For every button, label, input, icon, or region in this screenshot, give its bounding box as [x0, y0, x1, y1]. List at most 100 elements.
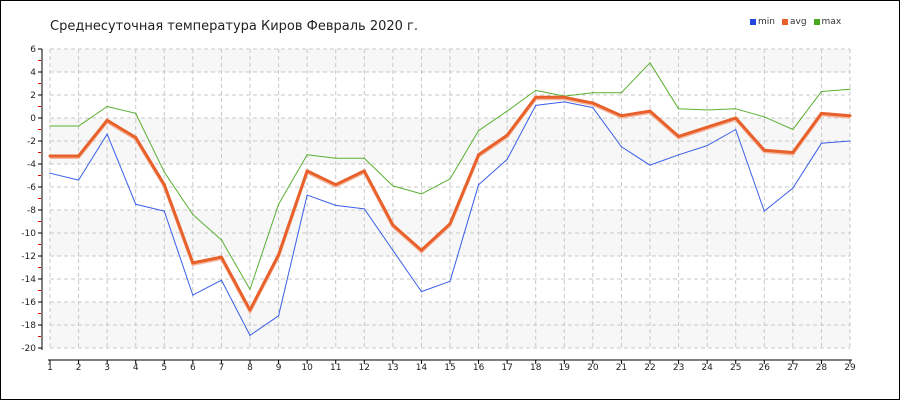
x-tick-label: 6	[190, 363, 196, 373]
x-tick-label: 21	[616, 363, 627, 373]
data-point-max	[849, 88, 851, 90]
data-point-min	[649, 164, 651, 166]
x-tick-label: 19	[559, 363, 571, 373]
data-point-avg	[819, 111, 823, 115]
data-point-max	[392, 185, 394, 187]
data-point-avg	[791, 151, 795, 154]
data-point-avg	[105, 118, 109, 122]
legend-item-avg[interactable]: avg	[781, 17, 807, 27]
y-tick-label: 2	[30, 91, 36, 101]
y-tick-label: 4	[30, 68, 36, 78]
data-point-max	[277, 203, 280, 205]
data-point-min	[792, 187, 794, 189]
data-point-avg	[334, 183, 338, 187]
data-point-avg	[762, 148, 766, 152]
data-point-avg	[677, 134, 681, 138]
data-point-min	[306, 194, 308, 196]
data-point-avg	[162, 183, 166, 187]
data-point-max	[820, 90, 823, 93]
legend-label-avg: avg	[789, 17, 807, 27]
y-tick-label: -14	[21, 275, 36, 285]
data-point-min	[135, 203, 137, 205]
data-point-avg	[419, 248, 423, 252]
data-point-max	[677, 108, 680, 110]
data-point-min	[535, 104, 537, 106]
data-point-max	[106, 105, 108, 108]
data-point-avg	[534, 95, 538, 99]
x-tick-label: 15	[444, 363, 455, 373]
x-tick-label: 13	[387, 363, 398, 373]
data-point-avg	[391, 223, 395, 227]
data-point-max	[649, 62, 651, 64]
data-point-min	[563, 101, 565, 103]
x-tick-label: 26	[759, 363, 771, 373]
x-tick-label: 16	[473, 363, 485, 373]
data-point-max	[477, 130, 480, 132]
data-point-avg	[848, 114, 852, 118]
data-point-max	[249, 288, 251, 290]
data-point-avg	[734, 116, 738, 120]
legend-swatch-max	[813, 19, 820, 25]
x-tick-label: 9	[276, 363, 282, 373]
legend-item-max[interactable]: max	[813, 17, 841, 27]
y-tick-label: -20	[21, 344, 36, 354]
x-tick-label: 20	[587, 363, 599, 373]
data-point-min	[620, 146, 623, 148]
x-tick-label: 1	[47, 363, 53, 373]
data-point-max	[49, 125, 51, 127]
data-point-avg	[477, 153, 481, 157]
data-point-min	[77, 179, 80, 181]
y-tick-label: -6	[27, 183, 36, 193]
data-point-min	[735, 128, 737, 131]
y-tick-label: -8	[27, 206, 36, 216]
y-tick-label: -4	[27, 160, 36, 170]
x-tick-label: 28	[816, 363, 828, 373]
y-tick-label: -16	[21, 298, 36, 308]
x-tick-label: 12	[359, 363, 370, 373]
y-tick-label: 0	[30, 114, 36, 124]
data-point-avg	[448, 222, 452, 226]
x-tick-label: 14	[416, 363, 428, 373]
legend-item-min[interactable]: min	[750, 17, 775, 27]
data-point-max	[535, 89, 537, 91]
data-point-avg	[705, 125, 709, 129]
x-tick-label: 10	[301, 363, 313, 373]
data-point-avg	[277, 253, 281, 257]
data-point-avg	[648, 109, 652, 113]
data-point-min	[363, 208, 365, 210]
data-point-avg	[591, 101, 595, 105]
data-point-max	[135, 112, 137, 114]
x-tick-label: 17	[501, 363, 512, 373]
data-point-max	[335, 157, 337, 159]
data-point-max	[735, 108, 737, 110]
data-point-max	[449, 178, 451, 180]
data-point-min	[820, 142, 823, 144]
legend: min avg max	[750, 17, 841, 27]
legend-label-min: min	[758, 17, 775, 27]
data-point-min	[249, 334, 251, 336]
data-point-max	[306, 154, 308, 156]
x-tick-label: 7	[219, 363, 225, 373]
x-tick-label: 4	[133, 363, 139, 373]
data-point-avg	[362, 169, 366, 173]
data-point-min	[163, 210, 165, 212]
data-point-max	[420, 193, 423, 195]
x-tick-label: 2	[76, 363, 82, 373]
data-point-avg	[505, 133, 509, 137]
data-point-avg	[48, 154, 52, 158]
data-point-avg	[134, 136, 138, 140]
data-point-min	[49, 172, 51, 174]
x-tick-label: 22	[644, 363, 655, 373]
x-tick-label: 27	[787, 363, 798, 373]
data-point-max	[192, 214, 194, 216]
data-point-max	[163, 171, 165, 173]
data-point-max	[620, 92, 623, 94]
data-point-min	[706, 145, 708, 147]
data-point-min	[392, 249, 394, 251]
y-tick-label: 6	[30, 45, 36, 55]
legend-swatch-avg	[781, 19, 788, 25]
x-tick-label: 11	[330, 363, 341, 373]
data-point-min	[592, 107, 594, 109]
x-tick-label: 18	[530, 363, 542, 373]
data-point-min	[220, 279, 223, 281]
